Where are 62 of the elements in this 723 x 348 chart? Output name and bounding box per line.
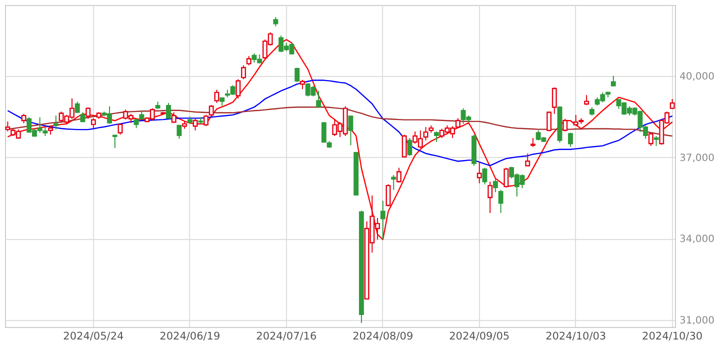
candlestick [423,126,428,141]
candlestick [74,101,80,114]
x-tick-label: 2024/05/24 [63,330,124,342]
candlestick [273,16,278,27]
candlestick [670,98,675,110]
candlestick [476,161,482,184]
candlestick [434,130,439,142]
candlestick [552,86,557,114]
candlestick [53,115,58,130]
candlestick [380,200,386,240]
candlestick [562,118,568,132]
candlestick [112,134,118,148]
candlestick [204,114,208,127]
x-tick-label: 2024/06/19 [160,330,220,342]
x-tick-label: 2024/10/03 [546,330,606,342]
candlestick [171,112,176,124]
candlestick [176,124,182,140]
candlestick [498,189,504,214]
candlestick [214,89,220,104]
line-series [7,80,673,166]
candlestick [90,118,96,129]
candlestick [246,56,252,66]
candlestick [21,113,26,124]
candlestick [610,75,616,86]
candlestick [348,115,354,146]
x-tick-label: 2024/07/16 [256,330,317,342]
candlestick [504,167,509,188]
candlestick [654,136,659,146]
candlestick [396,167,402,184]
y-tick-label: 37,000 [680,152,714,164]
candlestick [5,121,10,132]
candlestick [648,132,654,146]
x-tick-label: 2024/10/30 [642,330,703,342]
candlestick [525,153,530,166]
x-tick-label: 2024/09/05 [449,330,510,342]
y-tick-label: 31,000 [680,315,714,326]
candlestick [492,178,498,193]
candlestick [402,134,407,158]
candlestick [455,118,460,129]
candlestick [236,78,241,99]
candlestick [48,124,54,136]
x-tick-label: 2024/08/09 [352,330,414,342]
candlestick [192,118,198,131]
candlestick [166,102,171,120]
candlestick [546,111,552,132]
candlestick [584,94,590,106]
candlestick [488,181,493,214]
candlestick [407,138,412,156]
candlestick [208,104,214,118]
y-tick-label: 34,000 [680,234,714,246]
candlestick [321,122,326,144]
candlestick [241,64,246,80]
y-tick-label: 40,000 [680,72,714,83]
candlestick [316,90,322,108]
candlestick [134,118,139,129]
line-series [7,39,673,240]
candlestick [568,132,573,148]
candlestick [391,174,396,190]
candlestick [386,184,391,207]
candlestick [294,67,300,82]
candlestick [482,167,488,185]
candlestick [300,79,305,90]
